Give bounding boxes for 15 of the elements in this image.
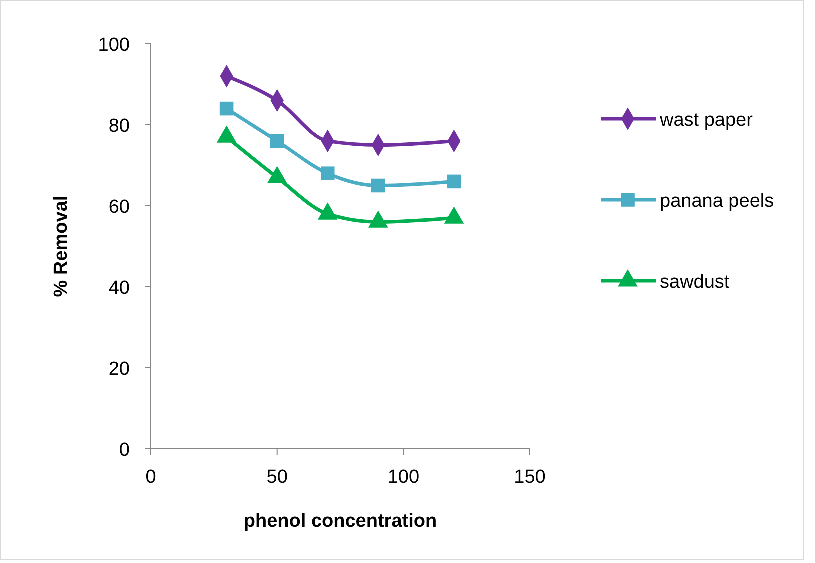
y-tick-label: 80 (108, 116, 130, 137)
x-tick-label: 100 (388, 467, 420, 488)
x-tick-label: 0 (146, 467, 156, 488)
y-tick-label: 0 (119, 440, 130, 461)
y-tick-label: 40 (108, 278, 130, 299)
x-tick-label: 50 (266, 467, 288, 488)
x-axis-title: phenol concentration (244, 511, 438, 532)
y-tick-label: 20 (108, 359, 130, 380)
legend-label: wast paper (659, 110, 754, 131)
x-tick-label: 150 (514, 467, 546, 488)
legend-label: sawdust (660, 272, 730, 293)
legend-label: panana peels (660, 191, 774, 212)
y-axis-title: % Removal (51, 196, 72, 298)
y-tick-label: 60 (108, 197, 130, 218)
y-tick-label: 100 (98, 35, 130, 56)
